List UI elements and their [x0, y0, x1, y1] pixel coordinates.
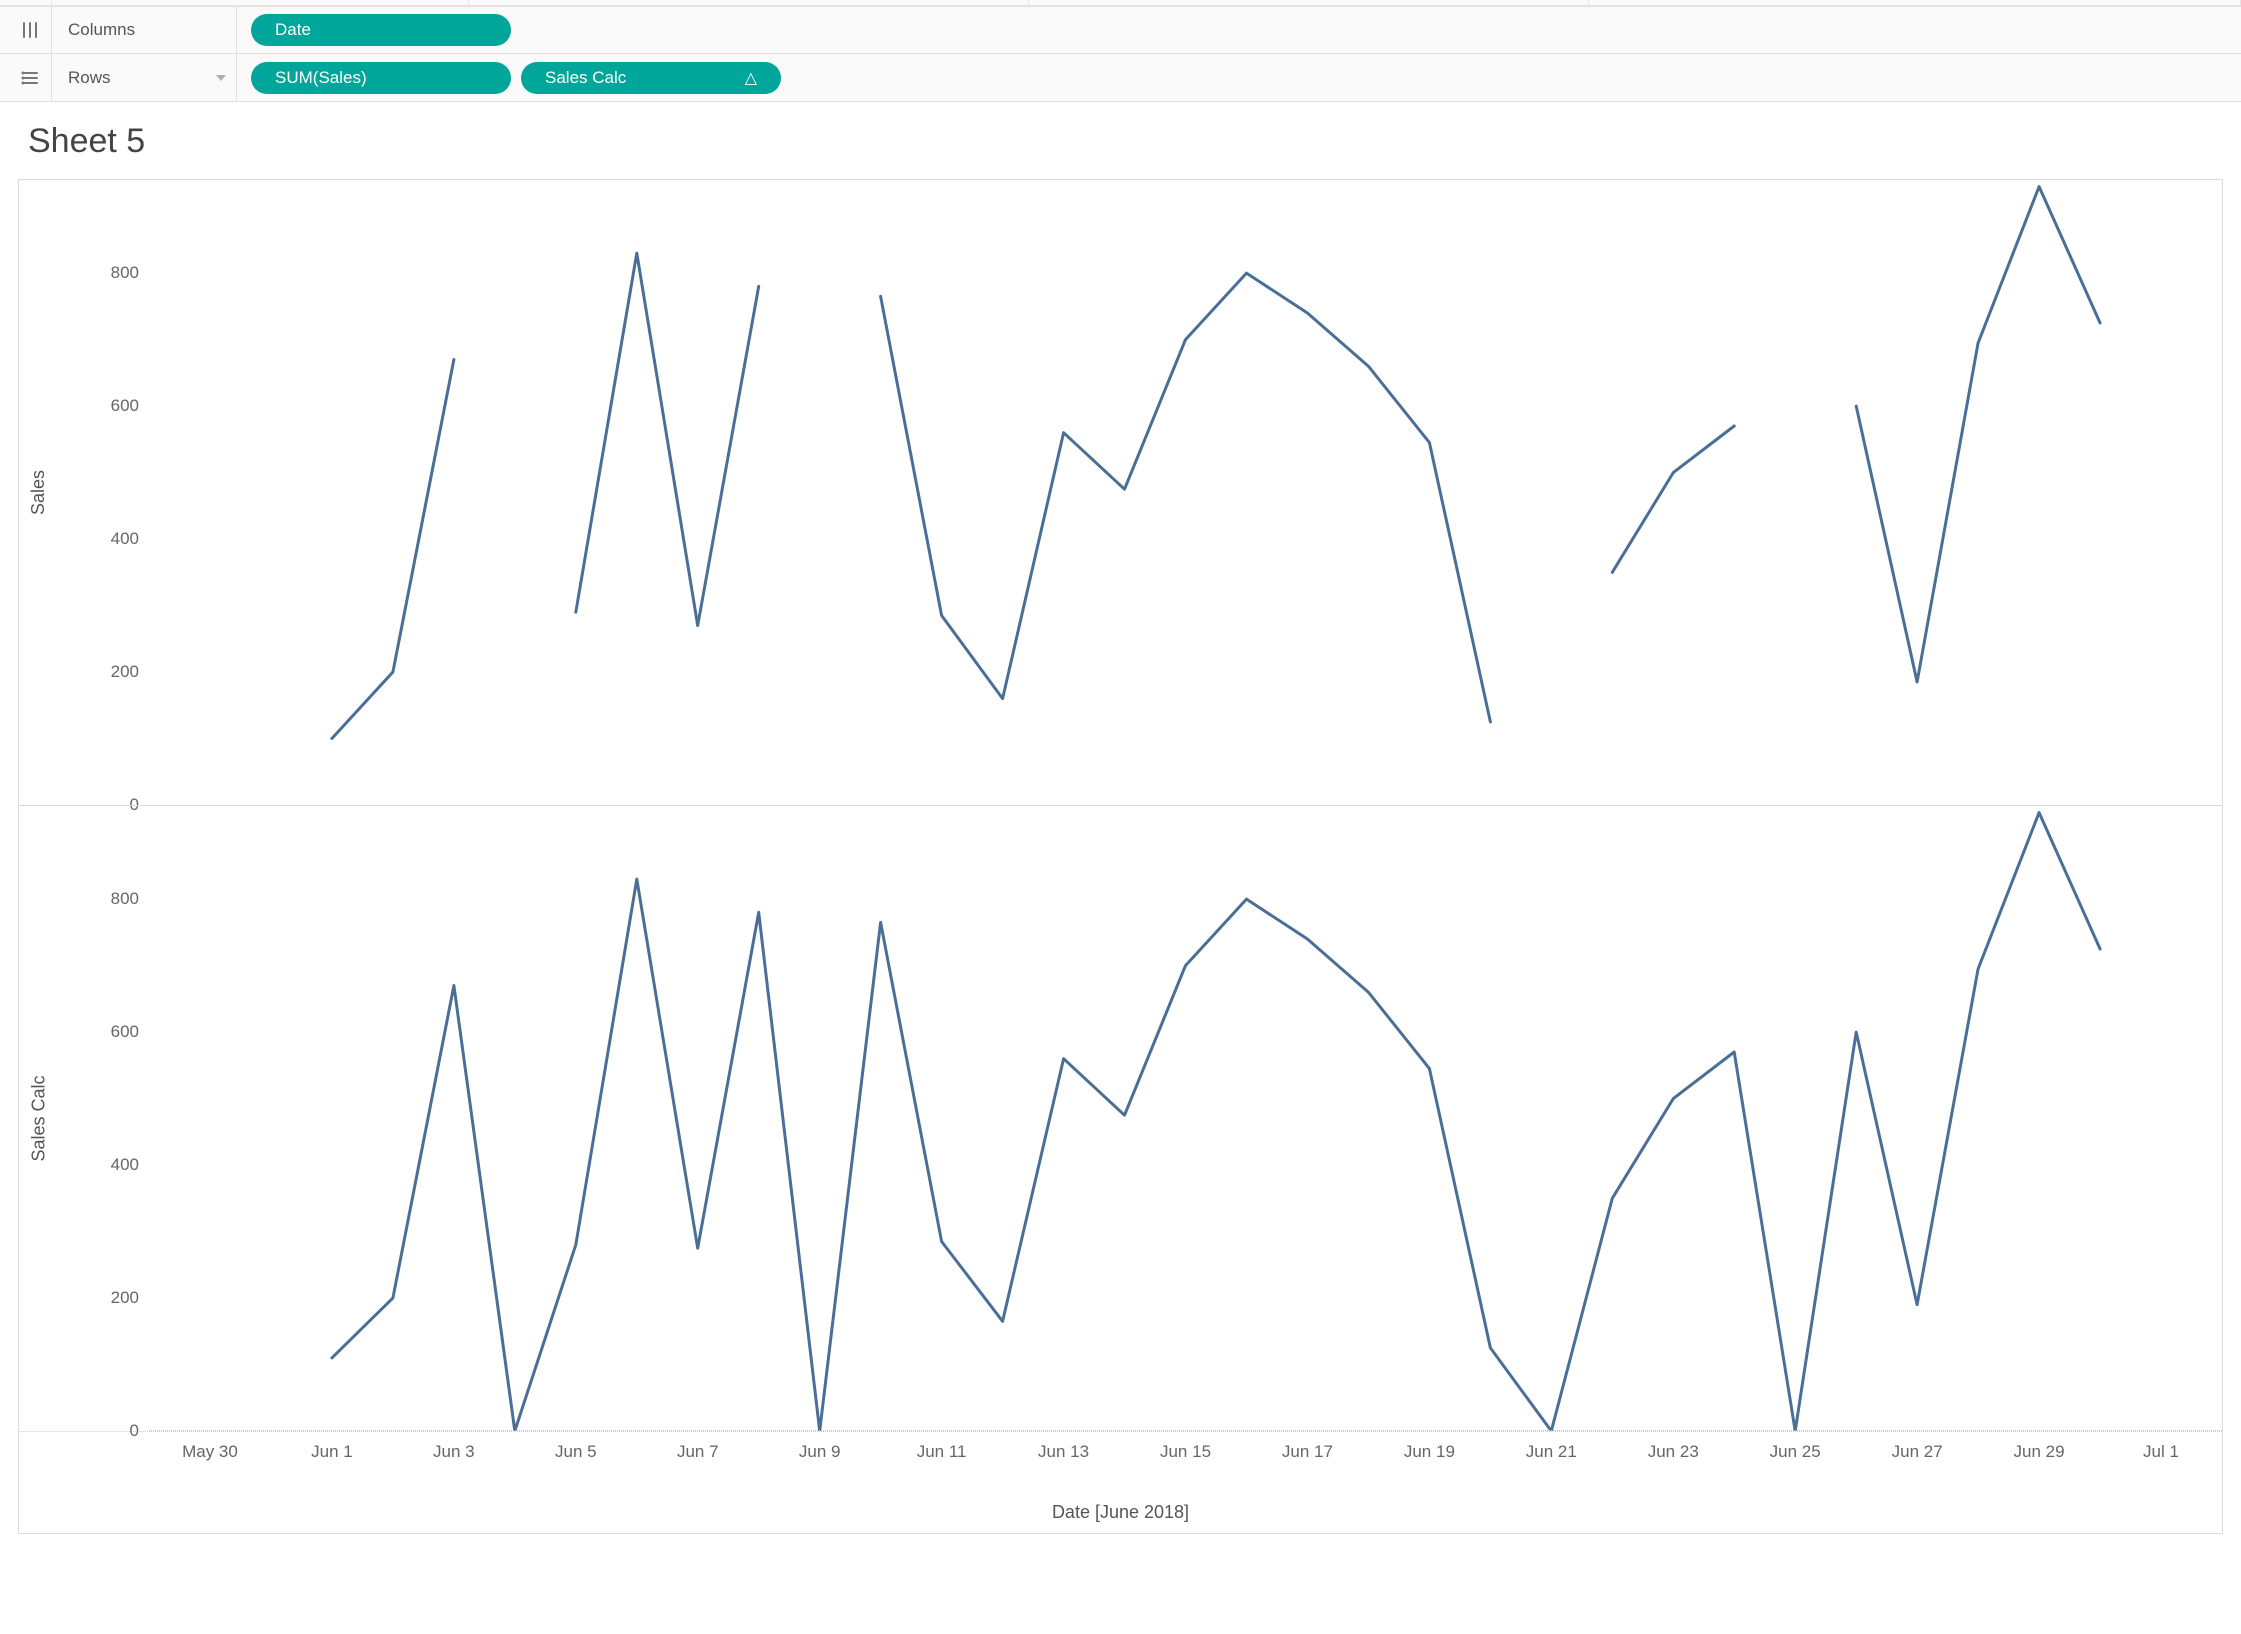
y-tick-label: 800 — [111, 889, 139, 909]
chart-row: Sales0200400600800 — [19, 180, 2222, 805]
columns-label: Columns — [68, 20, 135, 40]
data-line[interactable] — [881, 273, 1491, 722]
field-pill[interactable]: Sales Calc △ — [521, 62, 781, 94]
pill-label: Sales Calc — [545, 68, 626, 88]
data-line[interactable] — [332, 813, 2100, 1431]
x-tick-label: May 30 — [182, 1442, 238, 1462]
x-axis-row: May 30 Jun 1 Jun 3 Jun 5 Jun 7 Jun 9 Jun 11 Jun… — [19, 1431, 2222, 1502]
y-axis-title-col: Sales — [19, 180, 59, 805]
y-tick-col: 0200400600800 — [59, 180, 149, 805]
y-tick-label: 600 — [111, 1022, 139, 1042]
x-tick-label: Jun 11 — [917, 1442, 967, 1462]
x-tick-label: Jun 7 — [677, 1442, 719, 1462]
columns-icon — [8, 7, 52, 53]
zero-gridline — [149, 1430, 2222, 1431]
rows-label-cell[interactable]: Rows — [52, 54, 237, 101]
x-axis-ticks: May 30 Jun 1 Jun 3 Jun 5 Jun 7 Jun 9 Jun 11 Jun… — [149, 1432, 2222, 1502]
rows-pill-area[interactable]: SUM(Sales) Sales Calc △ — [237, 62, 2233, 94]
x-tick-label: Jun 5 — [555, 1442, 597, 1462]
x-tick-label: Jun 13 — [1038, 1442, 1089, 1462]
columns-label-cell: Columns — [52, 7, 237, 53]
data-line[interactable] — [1856, 187, 2100, 682]
y-axis-title-col: Sales Calc — [19, 806, 59, 1431]
y-axis-title[interactable]: Sales Calc — [29, 1075, 50, 1161]
x-tick-label: Jun 23 — [1648, 1442, 1699, 1462]
x-tick-label: Jun 1 — [311, 1442, 353, 1462]
y-tick-label: 400 — [111, 529, 139, 549]
rows-icon — [8, 54, 52, 101]
rows-shelf[interactable]: Rows SUM(Sales) Sales Calc △ — [0, 54, 2241, 102]
line-chart-svg — [149, 180, 2222, 805]
x-tick-label: Jun 29 — [2014, 1442, 2065, 1462]
x-tick-label: Jun 27 — [1892, 1442, 1943, 1462]
x-tick-label: Jul 1 — [2143, 1442, 2179, 1462]
data-line[interactable] — [332, 360, 454, 739]
x-tick-label: Jun 9 — [799, 1442, 841, 1462]
rows-label: Rows — [68, 68, 111, 88]
y-tick-label: 200 — [111, 662, 139, 682]
viz-container[interactable]: Sales0200400600800Sales Calc020040060080… — [18, 179, 2223, 1534]
y-tick-label: 0 — [130, 1421, 139, 1441]
x-tick-label: Jun 15 — [1160, 1442, 1211, 1462]
line-chart-svg — [149, 806, 2222, 1431]
x-tick-label: Jun 3 — [433, 1442, 475, 1462]
plot-area[interactable] — [149, 806, 2222, 1431]
y-tick-label: 800 — [111, 263, 139, 283]
field-pill[interactable]: SUM(Sales) — [251, 62, 511, 94]
plot-area[interactable] — [149, 180, 2222, 805]
y-tick-label: 600 — [111, 396, 139, 416]
chart-row: Sales Calc0200400600800 — [19, 805, 2222, 1431]
columns-pill-area[interactable]: Date — [237, 14, 2233, 46]
sheet-area: Sheet 5 Sales0200400600800Sales Calc0200… — [0, 102, 2241, 1534]
data-line[interactable] — [576, 253, 759, 625]
field-pill[interactable]: Date — [251, 14, 511, 46]
pill-label: Date — [275, 20, 311, 40]
data-line[interactable] — [1612, 426, 1734, 572]
columns-shelf[interactable]: Columns Date — [0, 6, 2241, 54]
x-tick-label: Jun 21 — [1526, 1442, 1577, 1462]
x-tick-label: Jun 17 — [1282, 1442, 1333, 1462]
y-tick-label: 200 — [111, 1288, 139, 1308]
x-tick-label: Jun 19 — [1404, 1442, 1455, 1462]
shelves: Columns Date Rows SUM(Sales) Sales Calc △ — [0, 0, 2241, 102]
sheet-title[interactable]: Sheet 5 — [0, 112, 2241, 179]
x-axis-title[interactable]: Date [June 2018] — [19, 1502, 2222, 1533]
pill-label: SUM(Sales) — [275, 68, 367, 88]
x-tick-label: Jun 25 — [1770, 1442, 1821, 1462]
y-tick-col: 0200400600800 — [59, 806, 149, 1431]
y-tick-label: 400 — [111, 1155, 139, 1175]
chevron-down-icon[interactable] — [216, 75, 226, 81]
y-axis-title[interactable]: Sales — [29, 470, 50, 515]
table-calc-icon: △ — [745, 68, 757, 88]
